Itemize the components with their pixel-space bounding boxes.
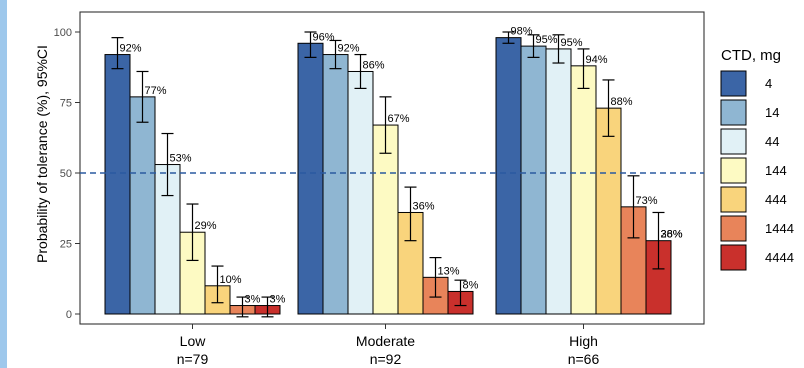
bar-high-4 [495, 37, 522, 315]
data-label: 8% [463, 279, 479, 291]
bar-low-4 [104, 54, 131, 315]
legend-swatch-14 [720, 99, 747, 126]
error-bar [329, 39, 342, 70]
data-label: 94% [586, 54, 608, 66]
bar-high-444 [595, 107, 622, 315]
y-tick-label: 100 [54, 27, 72, 39]
legend-label: 444 [765, 192, 787, 207]
error-bar [379, 96, 392, 154]
category-label: Moderate [356, 333, 415, 349]
data-label: 95% [536, 34, 558, 46]
error-bar [602, 79, 615, 137]
error-bar [429, 257, 442, 298]
y-tick-label: 0 [66, 309, 72, 321]
legend-title: CTD, mg [721, 47, 781, 64]
legend-swatch-444 [720, 186, 747, 213]
data-label: 77% [145, 85, 167, 97]
bar-moderate-4 [297, 42, 324, 315]
error-bar [186, 203, 199, 262]
error-bar [577, 48, 590, 90]
error-bar [236, 296, 249, 318]
bar-high-14 [520, 45, 547, 315]
error-bar [552, 34, 565, 64]
error-bar [527, 34, 540, 58]
bar-high-144 [570, 65, 597, 315]
legend-swatch-144 [720, 157, 747, 184]
data-label: 98% [511, 26, 533, 38]
plot-panel [79, 11, 705, 325]
legend-label: 44 [765, 134, 779, 149]
error-bar [304, 31, 317, 58]
category-label: Low [180, 333, 207, 349]
error-bar [502, 31, 515, 44]
data-label: 36% [413, 200, 435, 212]
bar-moderate-44 [347, 70, 374, 315]
legend-swatch-4444 [720, 244, 747, 271]
data-label: 13% [438, 265, 460, 277]
error-bar [354, 53, 367, 90]
left-border-accent [0, 0, 7, 368]
legend-label: 1444 [765, 221, 794, 236]
data-label: 95% [561, 37, 583, 49]
y-tick-label: 75 [60, 98, 72, 110]
data-label: 67% [388, 113, 410, 125]
legend-swatch-1444 [720, 215, 747, 242]
category-n-label: n=79 [177, 351, 209, 367]
data-label: 92% [120, 43, 142, 55]
data-label: 92% [338, 43, 360, 55]
error-bar [454, 279, 467, 307]
data-label: 10% [220, 274, 242, 286]
data-label: 88% [611, 96, 633, 108]
legend-swatch-4 [720, 70, 747, 97]
error-bar [627, 175, 640, 239]
data-label: 38% [661, 229, 683, 241]
data-label: 96% [313, 31, 335, 43]
data-label: 26% [661, 229, 683, 241]
error-bar [161, 132, 174, 197]
category-n-label: n=92 [370, 351, 402, 367]
error-bar [652, 211, 665, 270]
y-axis-title: Probability of tolerance (%), 95%CI [34, 45, 50, 263]
error-bar [111, 37, 124, 70]
legend-label: 4 [765, 76, 772, 91]
data-label: 3% [270, 294, 286, 306]
data-label: 86% [363, 59, 385, 71]
legend-swatch-44 [720, 128, 747, 155]
bar-moderate-144 [372, 124, 399, 315]
data-label: 29% [195, 220, 217, 232]
category-n-label: n=66 [568, 351, 600, 367]
y-tick-label: 25 [60, 239, 72, 251]
error-bar [404, 186, 417, 242]
data-label: 53% [170, 153, 192, 165]
legend-label: 144 [765, 163, 787, 178]
bar-moderate-14 [322, 54, 349, 315]
bar-low-14 [129, 96, 156, 315]
legend-label: 14 [765, 105, 779, 120]
y-tick-label: 50 [60, 168, 72, 180]
data-label: 3% [245, 294, 261, 306]
error-bar [136, 70, 149, 123]
error-bar [261, 296, 274, 318]
bar-high-44 [545, 48, 572, 315]
error-bar [211, 265, 224, 304]
category-label: High [569, 333, 598, 349]
data-label: 73% [636, 195, 658, 207]
legend-label: 4444 [765, 250, 794, 265]
